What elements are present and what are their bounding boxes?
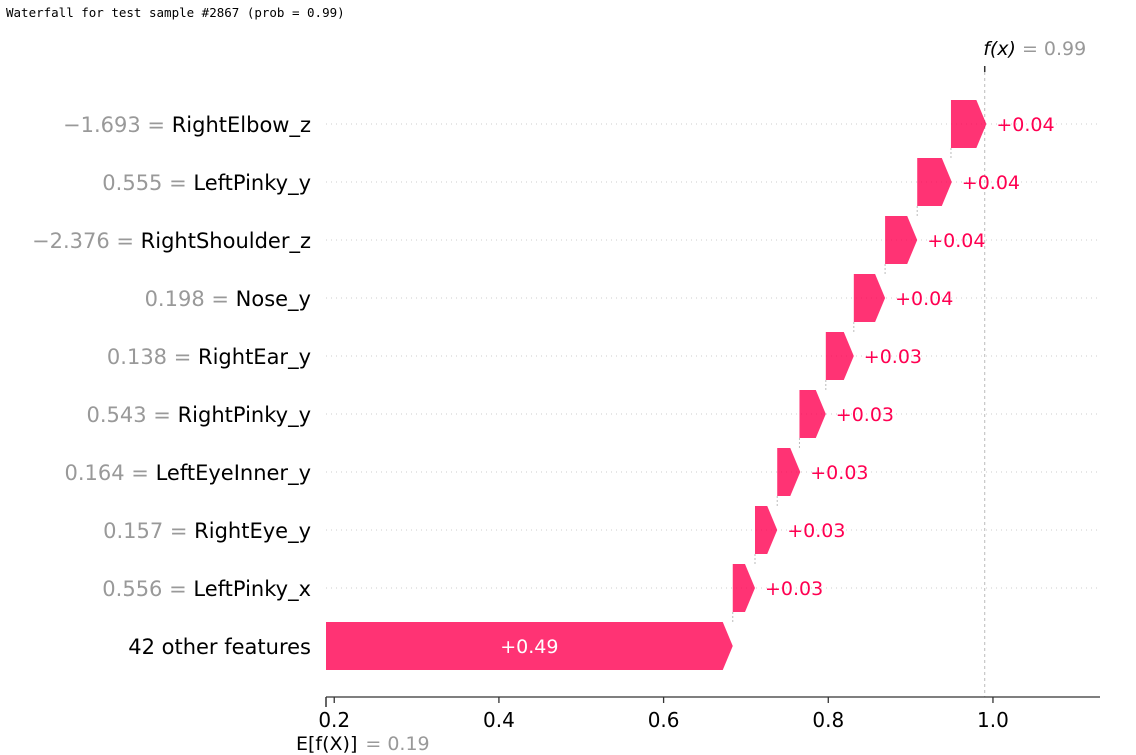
bar-value-label: +0.03 (810, 462, 868, 484)
bar-positive (825, 332, 854, 380)
bar-value-label: +0.03 (765, 578, 823, 600)
feature-row: +0.03 0.157 = RightEye_y (103, 506, 1100, 564)
fx-label: f(x) = 0.99 (983, 38, 1086, 60)
bar-positive (950, 100, 987, 148)
feature-label: 0.138 = RightEar_y (107, 345, 311, 370)
feature-value: −2.376 = (32, 229, 141, 253)
feature-name: RightElbow_z (172, 113, 311, 138)
x-tick-label: 0.2 (318, 708, 350, 732)
feature-row: +0.49 42 other features (128, 622, 733, 670)
feature-row: +0.03 0.543 = RightPinky_y (87, 390, 1100, 448)
bar-positive (853, 274, 886, 322)
fx-label-name: f(x) (983, 38, 1016, 60)
feature-name: RightPinky_y (178, 403, 311, 428)
bar-value-label: +0.04 (895, 288, 953, 310)
feature-label: 0.198 = Nose_y (145, 287, 311, 312)
feature-name: 42 other features (128, 635, 311, 659)
bar-value-label: +0.03 (836, 404, 894, 426)
feature-row: +0.03 0.556 = LeftPinky_x (102, 564, 1100, 622)
x-tick-label: 0.8 (812, 708, 844, 732)
feature-value: 0.556 = (102, 577, 193, 601)
bar-value-label: +0.03 (787, 520, 845, 542)
bar-positive (777, 448, 801, 496)
bar-value-label: +0.04 (927, 230, 985, 252)
feature-value: −1.693 = (63, 113, 172, 137)
bar-value-label: +0.04 (962, 172, 1020, 194)
feature-value: 0.164 = (65, 461, 156, 485)
base-value-label: E[f(X)] = 0.19 (296, 733, 430, 755)
feature-value: 0.138 = (107, 345, 198, 369)
feature-row: +0.04 −2.376 = RightShoulder_z (32, 216, 1100, 274)
x-tick-label: 0.6 (648, 708, 680, 732)
base-label-value: = 0.19 (365, 733, 429, 755)
base-label-name: E[f(X)] (296, 733, 357, 755)
bar-positive (917, 158, 952, 206)
bar-positive (754, 506, 778, 554)
bar-value-label: +0.49 (500, 636, 558, 658)
bar-value-label: +0.03 (864, 346, 922, 368)
feature-value: 0.543 = (87, 403, 178, 427)
feature-name: LeftPinky_x (193, 577, 311, 602)
x-tick-label: 0.4 (483, 708, 515, 732)
x-tick-label: 1.0 (977, 708, 1009, 732)
bar-positive (326, 622, 733, 670)
feature-label: 0.555 = LeftPinky_y (102, 171, 311, 196)
feature-label: 0.556 = LeftPinky_x (102, 577, 311, 602)
feature-row: +0.04 0.198 = Nose_y (145, 274, 1100, 332)
feature-label: 0.543 = RightPinky_y (87, 403, 312, 428)
bar-value-label: +0.04 (996, 114, 1054, 136)
feature-label: 0.157 = RightEye_y (103, 519, 311, 544)
feature-label: −2.376 = RightShoulder_z (32, 229, 311, 254)
feature-name: LeftPinky_y (193, 171, 311, 196)
feature-value: 0.555 = (102, 171, 193, 195)
feature-row: +0.04 −1.693 = RightElbow_z (63, 100, 1100, 158)
feature-value: 0.198 = (145, 287, 236, 311)
bar-positive (799, 390, 826, 438)
bar-positive (885, 216, 918, 264)
feature-label: −1.693 = RightElbow_z (63, 113, 311, 138)
feature-name: LeftEyeInner_y (156, 461, 311, 486)
page-title: Waterfall for test sample #2867 (prob = … (6, 5, 345, 20)
feature-label: 42 other features (128, 635, 311, 659)
feature-row: +0.04 0.555 = LeftPinky_y (102, 158, 1100, 216)
feature-label: 0.164 = LeftEyeInner_y (65, 461, 312, 486)
feature-value: 0.157 = (103, 519, 194, 543)
feature-row: +0.03 0.164 = LeftEyeInner_y (65, 448, 1100, 506)
feature-name: RightShoulder_z (141, 229, 311, 254)
feature-name: RightEye_y (194, 519, 311, 544)
bar-positive (732, 564, 755, 612)
feature-name: Nose_y (236, 287, 311, 312)
feature-row: +0.03 0.138 = RightEar_y (107, 332, 1100, 390)
feature-name: RightEar_y (198, 345, 311, 370)
fx-label-value: = 0.99 (1022, 38, 1086, 60)
